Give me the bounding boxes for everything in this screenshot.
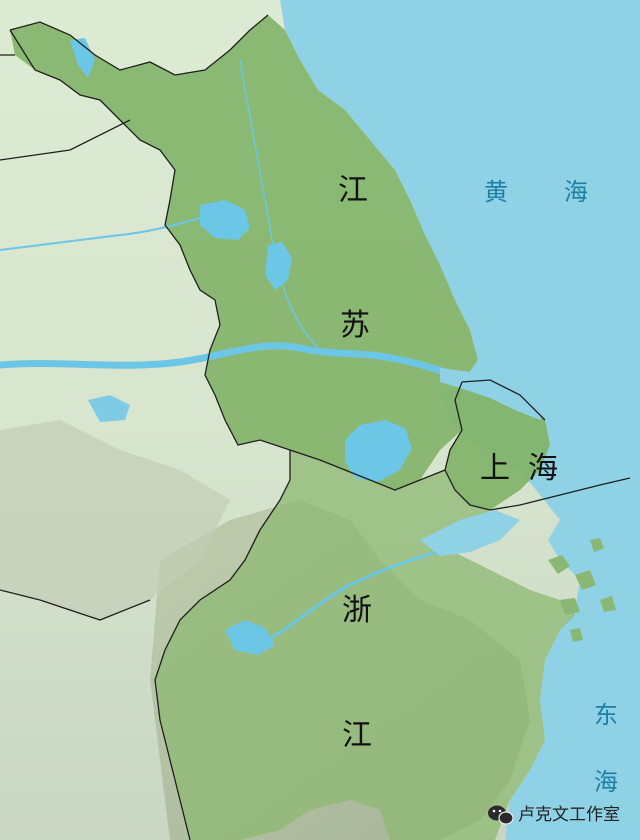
- region-zhejiang: [155, 450, 575, 840]
- label-jiangsu-char-2: 苏: [340, 308, 370, 343]
- border-zhejiang-west: [154, 450, 291, 840]
- watermark-text: 卢克文工作室: [518, 805, 620, 825]
- label-jiangsu-char-1: 江: [338, 173, 368, 208]
- chaohu-lake: [88, 395, 130, 422]
- hongze-lake: [200, 200, 250, 240]
- watermark: 卢克文工作室: [488, 805, 620, 825]
- label-yellow-sea-char-2: 海: [564, 178, 588, 206]
- label-shanghai-char-1: 上: [480, 451, 510, 486]
- qiantang-river: [249, 546, 451, 652]
- zhoushan-islands: [548, 538, 616, 642]
- label-zhejiang-char-1: 浙: [342, 593, 372, 628]
- border-other: [0, 54, 151, 621]
- qiandao-lake: [225, 620, 275, 655]
- border-jiangsu-west: [9, 29, 291, 451]
- grand-canal: [239, 59, 321, 351]
- label-east-sea-char-2: 海: [594, 768, 618, 796]
- label-yellow-sea-char-1: 黄: [484, 178, 508, 206]
- hangzhou-bay: [420, 510, 520, 556]
- label-shanghai-char-2: 海: [528, 451, 558, 486]
- wechat-icon: [488, 805, 514, 825]
- border-jiangsu-zhejiang: [289, 449, 446, 491]
- label-zhejiang-char-2: 江: [342, 718, 372, 753]
- province-borders: [0, 14, 631, 840]
- border-shanghai: [444, 379, 546, 511]
- taihu-lake: [345, 420, 412, 482]
- region-jiangsu: [10, 15, 478, 490]
- gaoyou-lake: [265, 242, 292, 290]
- border-jiangsu-north: [9, 14, 269, 76]
- weishan-lake: [70, 38, 95, 78]
- label-east-sea-char-1: 东: [594, 701, 618, 729]
- mountain-relief-west: [0, 420, 230, 620]
- huai-river: [0, 217, 201, 251]
- border-shanghai-sea: [489, 477, 631, 511]
